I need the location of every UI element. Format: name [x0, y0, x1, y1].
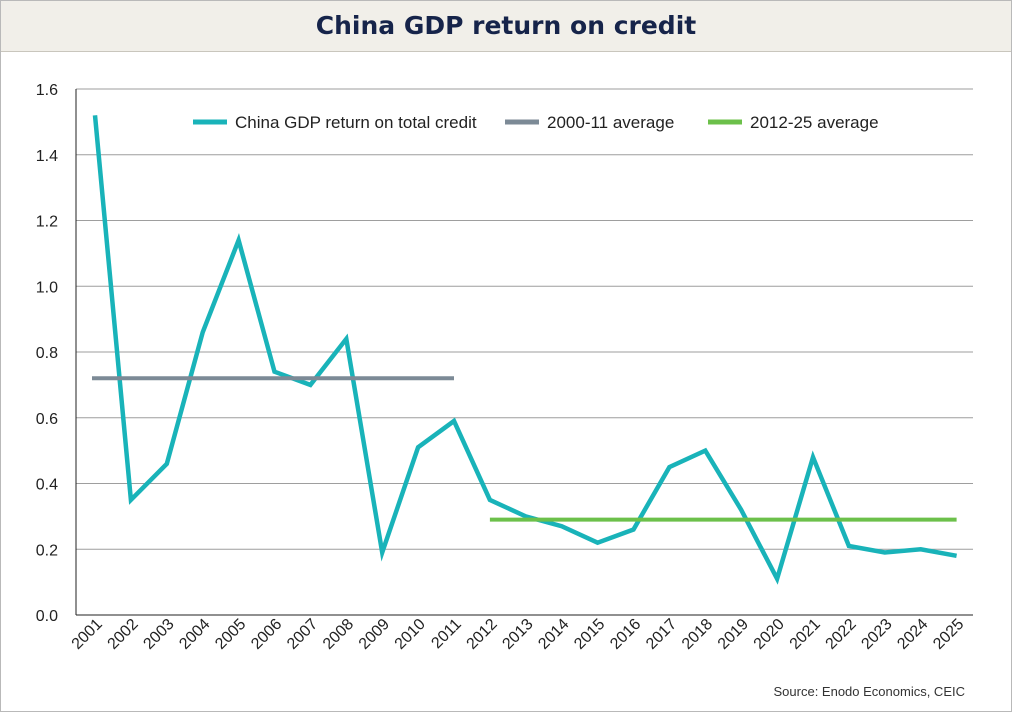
x-tick-label: 2021: [787, 616, 824, 653]
title-bar: China GDP return on credit: [1, 1, 1011, 52]
legend-label: China GDP return on total credit: [235, 113, 477, 132]
x-tick-label: 2006: [248, 616, 285, 653]
x-tick-label: 2017: [643, 616, 680, 653]
x-tick-label: 2009: [356, 616, 393, 653]
y-tick-label: 1.6: [36, 82, 58, 99]
grid-layer: [76, 88, 973, 550]
x-tick-label: 2018: [679, 616, 716, 653]
x-tick-label: 2016: [607, 616, 644, 653]
legend-label: 2012-25 average: [750, 113, 879, 132]
x-tick-label: 2010: [392, 616, 429, 653]
x-tick-label: 2008: [320, 616, 357, 653]
x-tick-label: 2015: [571, 616, 608, 653]
x-tick-label: 2019: [715, 616, 752, 653]
y-tick-label: 0.6: [36, 411, 58, 428]
x-tick-label: 2004: [176, 616, 213, 653]
legend-label: 2000-11 average: [547, 113, 674, 132]
y-tick-label: 1.0: [36, 279, 58, 296]
y-tick-label: 1.4: [36, 148, 58, 165]
x-tick-label: 2013: [499, 616, 536, 653]
x-tick-label: 2007: [284, 616, 321, 653]
x-tick-label: 2005: [212, 616, 249, 653]
x-tick-label: 2001: [69, 616, 106, 653]
axis-layer: 0.00.20.40.60.81.01.21.41.62001200220032…: [36, 82, 973, 653]
y-tick-label: 0.8: [36, 345, 58, 362]
x-tick-label: 2014: [535, 616, 572, 653]
x-tick-label: 2002: [105, 616, 142, 653]
x-tick-label: 2012: [464, 616, 501, 653]
x-tick-label: 2011: [428, 616, 464, 652]
chart-title: China GDP return on credit: [315, 11, 697, 40]
x-tick-label: 2022: [823, 616, 860, 653]
y-tick-label: 0.0: [36, 608, 58, 625]
y-tick-label: 0.4: [36, 477, 58, 494]
x-tick-label: 2025: [930, 616, 967, 653]
series-line-gdp-return: [92, 115, 958, 585]
y-tick-label: 1.2: [36, 214, 58, 231]
source-note: Source: Enodo Economics, CEIC: [773, 684, 965, 699]
x-tick-label: 2020: [751, 616, 788, 653]
y-tick-label: 0.2: [36, 542, 58, 559]
x-tick-label: 2003: [140, 616, 177, 653]
series-layer: 2001: 1.522002: 0.352003: 0.462004: 0.86…: [92, 115, 958, 585]
x-tick-label: 2023: [858, 616, 895, 653]
x-tick-label: 2024: [894, 616, 931, 653]
legend: China GDP return on total credit 2000-11 …: [193, 113, 879, 132]
